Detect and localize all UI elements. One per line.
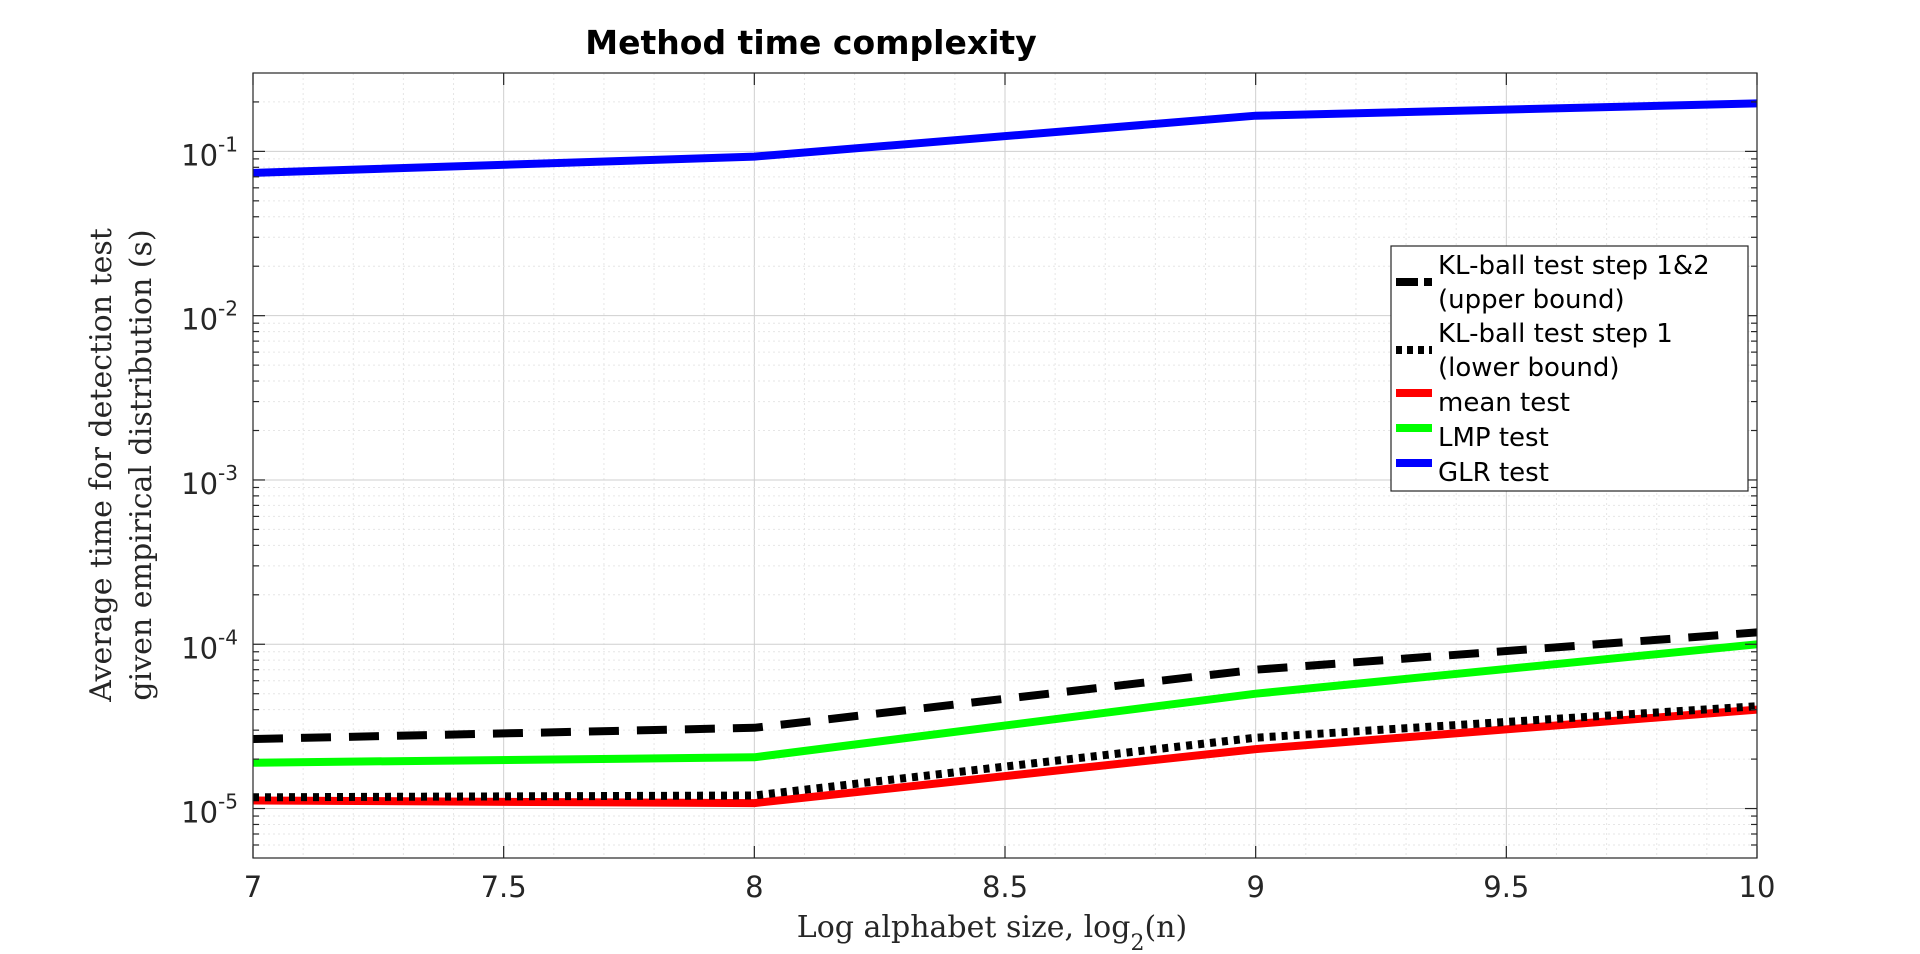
- x-tick-label: 9.5: [1483, 870, 1529, 904]
- x-tick-label: 8.5: [982, 870, 1028, 904]
- series-line-glr-test: [252, 99, 1758, 177]
- series-layer: [252, 99, 1758, 808]
- x-axis: 7 7.5 8 8.5 9 9.5 10: [244, 73, 1776, 904]
- series-line-lmp-test: [252, 640, 1758, 767]
- x-tick-label: 7: [244, 870, 262, 904]
- x-axis-label: Log alphabet size, log2(n): [797, 910, 1187, 954]
- legend-label: mean test: [1438, 388, 1570, 418]
- series-line-kl-ball-test-step-1-2: [252, 628, 1758, 743]
- y-tick-label: 10-2: [181, 297, 238, 337]
- legend-label: GLR test: [1438, 458, 1549, 488]
- legend-label: KL-ball test step 1: [1438, 319, 1673, 349]
- legend-label: LMP test: [1438, 423, 1549, 453]
- y-tick-label: 10-1: [181, 132, 238, 172]
- legend-box: [1390, 245, 1749, 492]
- x-tick-label: 8: [745, 870, 763, 904]
- legend-label-line2: (lower bound): [1438, 353, 1620, 383]
- y-tick-label: 10-4: [181, 625, 238, 665]
- chart-title: Method time complexity: [585, 23, 1036, 62]
- legend-label-line2: (upper bound): [1438, 285, 1625, 315]
- x-tick-label: 9: [1246, 870, 1264, 904]
- x-tick-label: 10: [1739, 870, 1776, 904]
- y-tick-label: 10-5: [181, 790, 238, 830]
- legend: KL-ball test step 1&2 (upper bound) KL-bal…: [1390, 245, 1749, 492]
- grid: [252, 73, 1758, 858]
- y-axis-label-line2: given empirical distribution (s): [124, 229, 159, 700]
- x-tick-label: 7.5: [481, 870, 527, 904]
- y-axis: 10-5 10-4 10-3 10-2 10-1: [181, 101, 1757, 846]
- series-line-mean-test: [252, 705, 1758, 808]
- y-tick-label: 10-3: [181, 461, 238, 501]
- legend-label: KL-ball test step 1&2: [1438, 251, 1710, 281]
- y-axis-label: Average time for detection test: [84, 228, 119, 703]
